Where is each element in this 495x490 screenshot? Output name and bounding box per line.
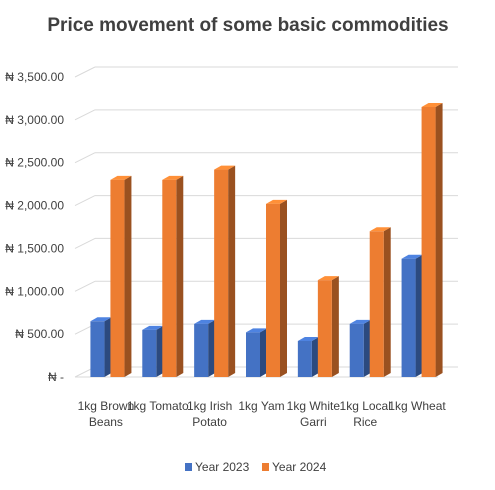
bar-side [228,165,236,377]
bar-front [401,258,416,377]
gridline-diagonal [74,237,96,249]
bar [162,175,184,377]
chart-title: Price movement of some basic commodities [47,15,448,36]
bar-top [349,319,371,324]
bar [110,175,132,377]
x-tick-label: 1kg Brown Beans [78,399,135,429]
gridline-diagonal [74,280,96,292]
gridline-diagonal [74,152,96,164]
bar [90,317,112,377]
bar-front [90,321,105,377]
bar-front [246,332,260,377]
bar-side [124,175,132,377]
bar [369,227,391,377]
bar-front [110,179,125,377]
bar-top [214,165,236,170]
bar-side [260,328,267,377]
bar-front [421,107,436,377]
bar [421,103,443,377]
bar-top [317,276,339,281]
x-tick-label: 1kg White Garri [287,399,341,429]
gridline-diagonal [74,109,96,121]
bar-top [246,328,267,333]
bar [297,337,319,377]
legend-swatch [185,463,192,471]
bar-side [383,227,391,377]
x-tick-label: 1kg Tomato [127,399,189,413]
bar-side [331,276,339,377]
bar-side [156,325,164,377]
bar-top [90,317,112,322]
bar-top [369,227,391,232]
bar [194,319,216,377]
bar-side [208,319,216,377]
x-tick-label: 1kg Local Rice [340,399,391,429]
bar-front [317,280,332,377]
bar-top [297,337,319,341]
bar-front [297,341,312,377]
bar-front [214,169,229,377]
bar [214,165,236,377]
bar-top [142,325,164,330]
bar-front [369,231,384,377]
legend-label: Year 2023 [195,460,250,474]
y-tick-label: ₦ 3,000.00 [5,113,64,127]
x-tick-label: 1kg Wheat [388,399,446,413]
y-tick-label: ₦ 1,000.00 [5,284,64,298]
bar-front [194,323,209,377]
legend: Year 2023 Year 2024 [185,460,327,474]
bar-top [162,175,184,180]
x-tick-label: 1kg Irish Potato [187,399,232,429]
gridline-diagonal [74,195,96,207]
y-tick-label: ₦ 1,500.00 [5,241,64,255]
bar-front [162,179,177,377]
bar-side [176,175,184,377]
y-tick-label: ₦ 2,500.00 [5,156,64,170]
bar-side [280,199,287,377]
bar-side [415,254,423,377]
y-tick-label: ₦ 3,500.00 [5,70,64,84]
bar [246,328,267,377]
bar-side [104,317,112,377]
bar-top [110,175,132,180]
legend-label: Year 2024 [272,460,327,474]
bars [90,103,443,377]
bar-top [266,199,287,204]
bar-side [363,319,371,377]
bar-front [142,329,157,377]
bar [317,276,339,377]
x-tick-label: 1kg Yam [238,399,284,413]
bar-top [194,319,216,324]
bar [266,199,287,377]
bar-front [349,323,364,377]
legend-swatch [262,463,269,471]
bar [142,325,164,377]
bar-front [266,203,280,377]
bar [349,319,371,377]
y-tick-label: ₦ - [48,370,64,384]
bar-top [401,254,423,259]
bar-top [421,103,443,107]
bar-side [311,337,319,377]
y-tick-label: ₦ 2,000.00 [5,199,64,213]
y-axis: ₦ - ₦ 500.00 ₦ 1,000.00 ₦ 1,500.00 ₦ 2,000.0… [5,70,64,384]
gridline-diagonal [74,66,96,78]
bar-side [435,103,443,377]
y-tick-label: ₦ 500.00 [15,327,64,341]
bar [401,254,423,377]
